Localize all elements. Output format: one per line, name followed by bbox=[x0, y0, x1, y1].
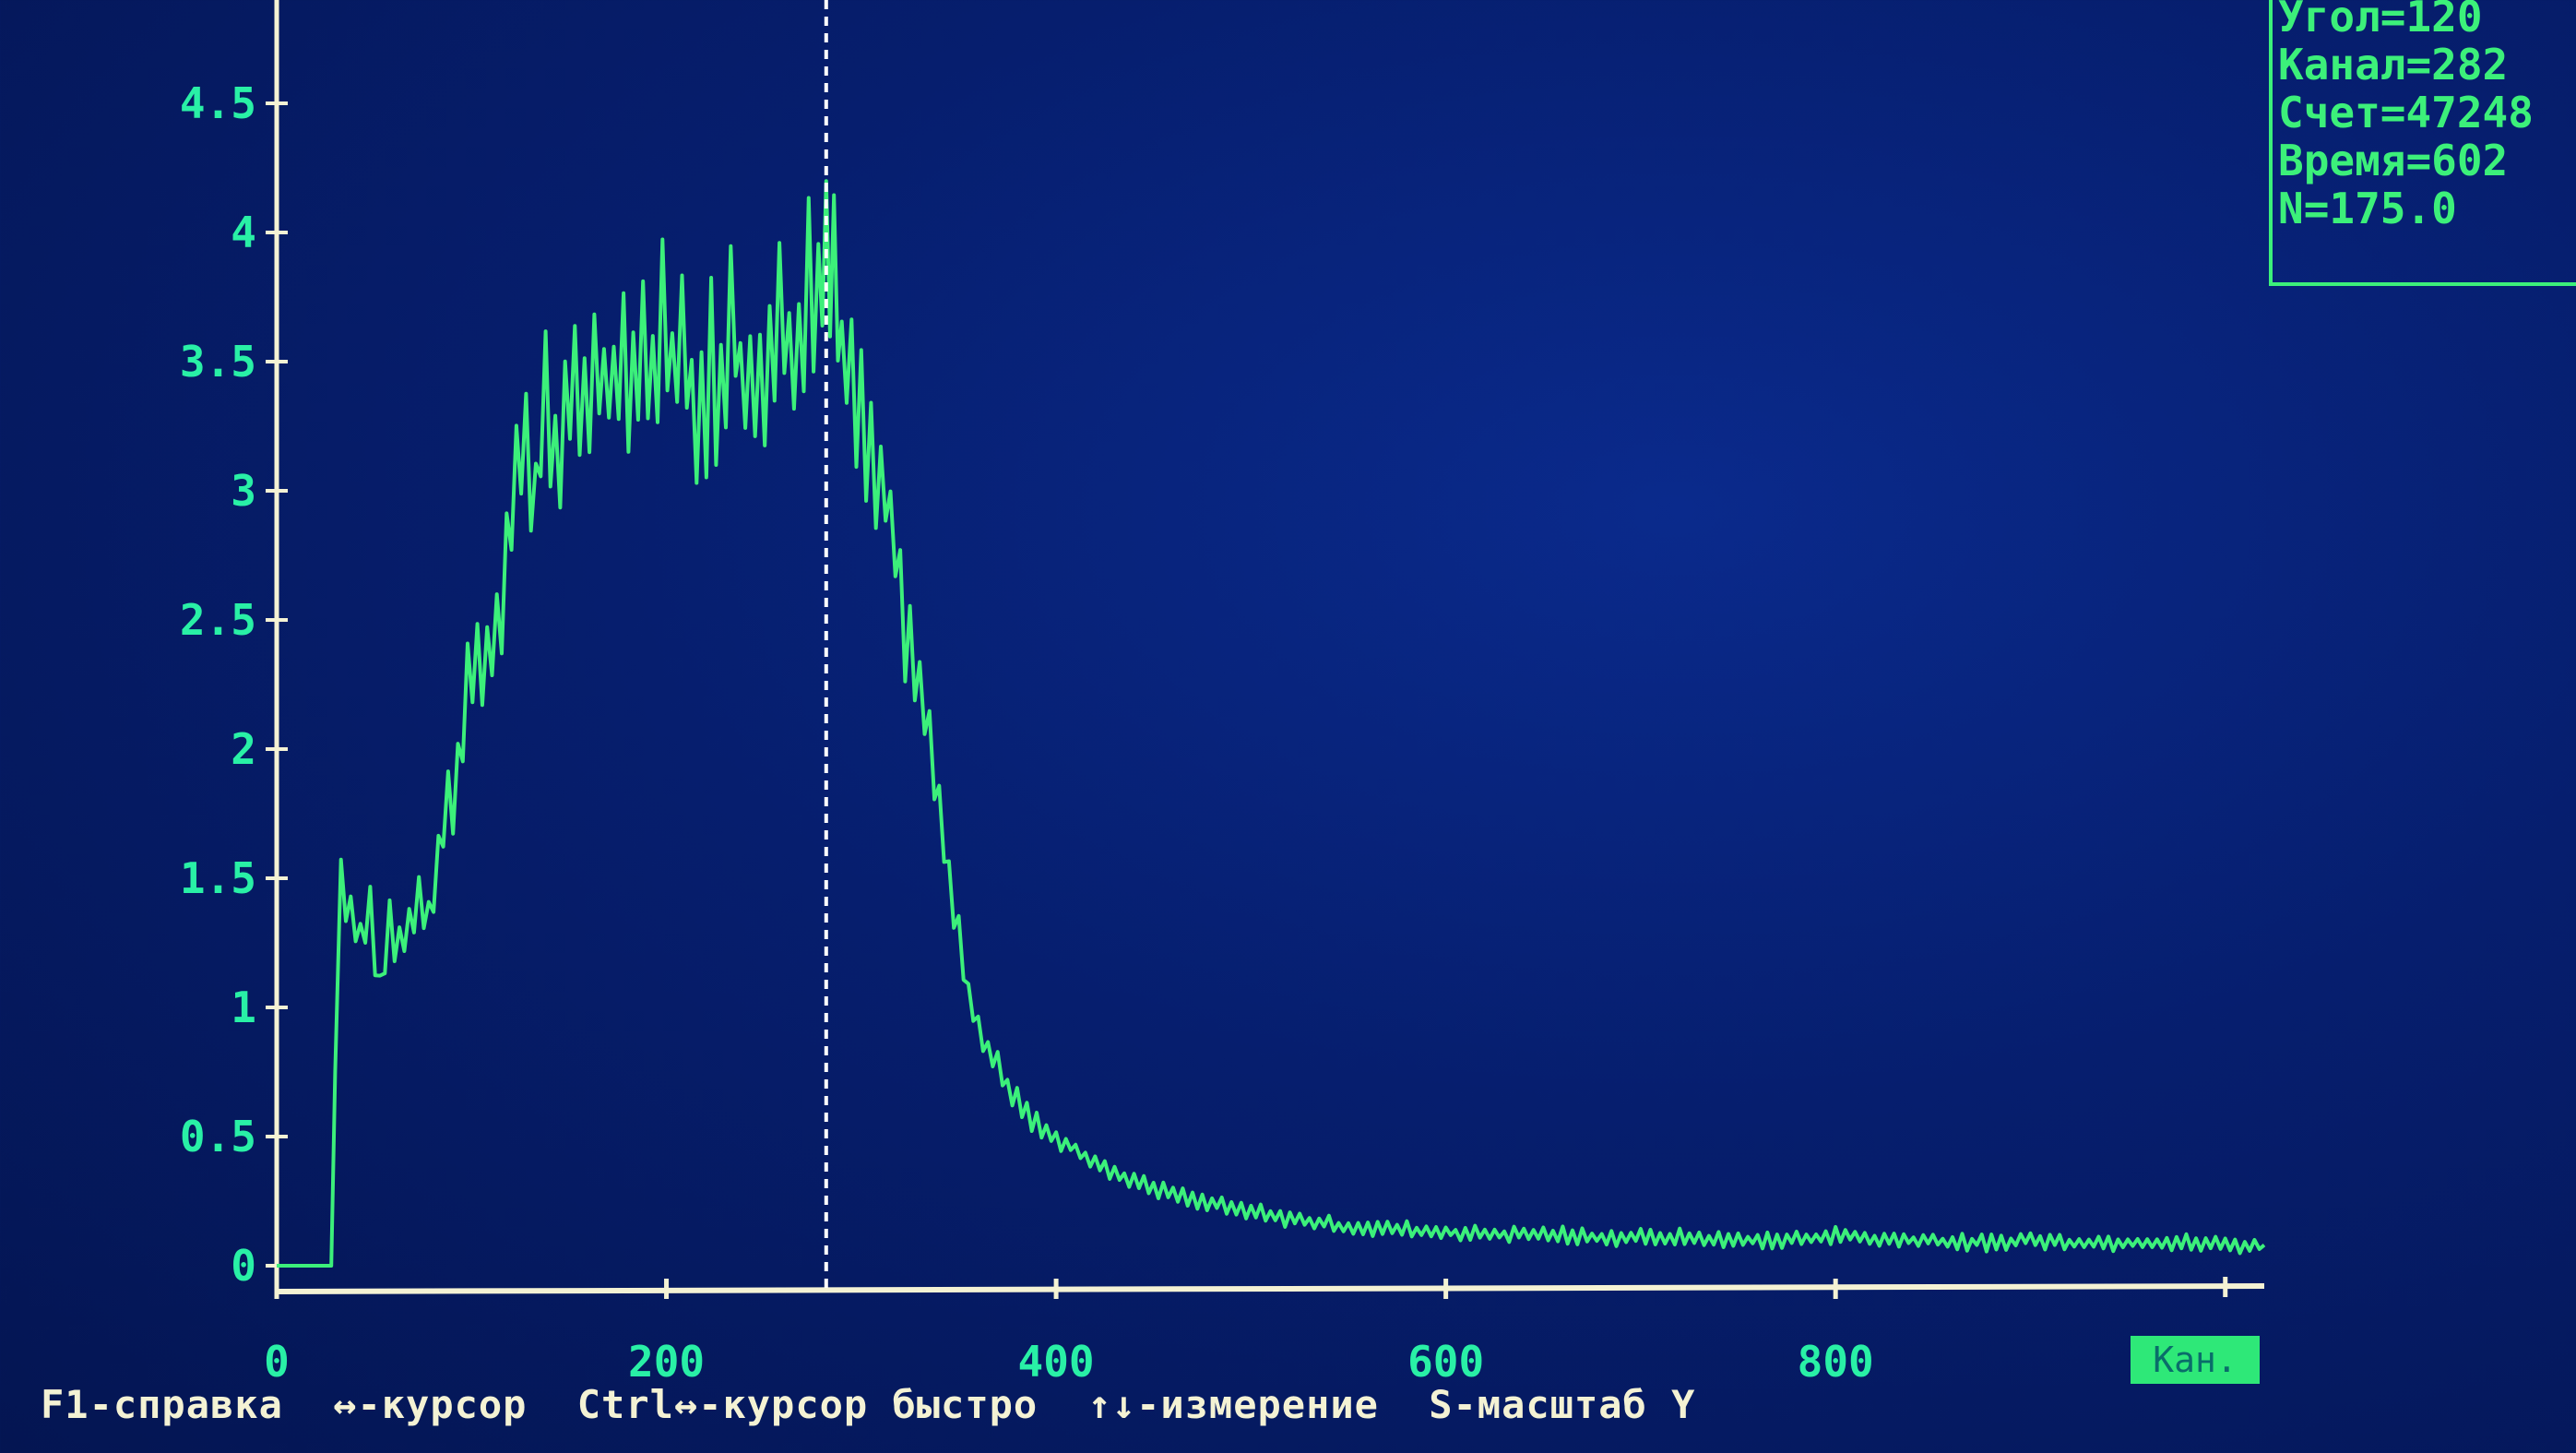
status-bar: F1-справка ↔-курсор Ctrl↔-курсор быстро … bbox=[41, 1382, 2531, 1427]
y-tick-label: 2 bbox=[231, 724, 256, 774]
x-tick-label: 600 bbox=[1407, 1337, 1484, 1387]
y-tick-label: 4 bbox=[231, 208, 256, 257]
x-axis-line bbox=[276, 1283, 2265, 1294]
x-tick-label: 400 bbox=[1018, 1337, 1095, 1387]
channel-readout: Канал=282 bbox=[2278, 40, 2509, 89]
axes bbox=[266, 0, 2265, 1299]
y-tick-label: 0 bbox=[231, 1241, 256, 1291]
y-tick-label: 4.5 bbox=[180, 78, 256, 128]
scale-hint: S-масштаб Y bbox=[1429, 1382, 1696, 1427]
x-tick-label: 200 bbox=[628, 1337, 705, 1387]
y-tick-label: 3 bbox=[231, 466, 256, 516]
x-tick-label: 800 bbox=[1798, 1337, 1874, 1387]
y-tick-label: 2.5 bbox=[180, 595, 256, 645]
count-readout: Счет=47248 bbox=[2278, 88, 2534, 137]
y-tick-label: 1 bbox=[231, 983, 256, 1032]
angle-readout: Угол=120 bbox=[2278, 0, 2483, 42]
measure-hint: ↑↓-измерение bbox=[1087, 1382, 1379, 1427]
help-hint: F1-справка bbox=[41, 1382, 283, 1427]
series-line-0 bbox=[277, 179, 2266, 1268]
x-tick-label: 0 bbox=[264, 1337, 290, 1387]
n-readout: N=175.0 bbox=[2278, 184, 2457, 233]
y-tick-label: 3.5 bbox=[180, 337, 256, 387]
info-panel: Угол=120 Канал=282 Счет=47248 Время=602 … bbox=[2269, 0, 2576, 286]
x-axis-tick-labels: 0 200 400 600 800 bbox=[264, 1337, 1874, 1387]
cursor-fast-hint: Ctrl↔-курсор быстро bbox=[576, 1382, 1039, 1427]
series-layer bbox=[277, 179, 2266, 1268]
y-tick-label: 1.5 bbox=[180, 853, 256, 903]
x-axis-unit-label: Кан. bbox=[2131, 1336, 2260, 1384]
cursor-hint: ↔-курсор bbox=[333, 1382, 528, 1427]
time-readout: Время=602 bbox=[2278, 136, 2509, 185]
y-tick-label: 0.5 bbox=[180, 1112, 256, 1161]
y-axis-tick-labels: 0 0.5 1 1.5 2 2.5 3 3.5 4 4.5 bbox=[180, 78, 256, 1291]
